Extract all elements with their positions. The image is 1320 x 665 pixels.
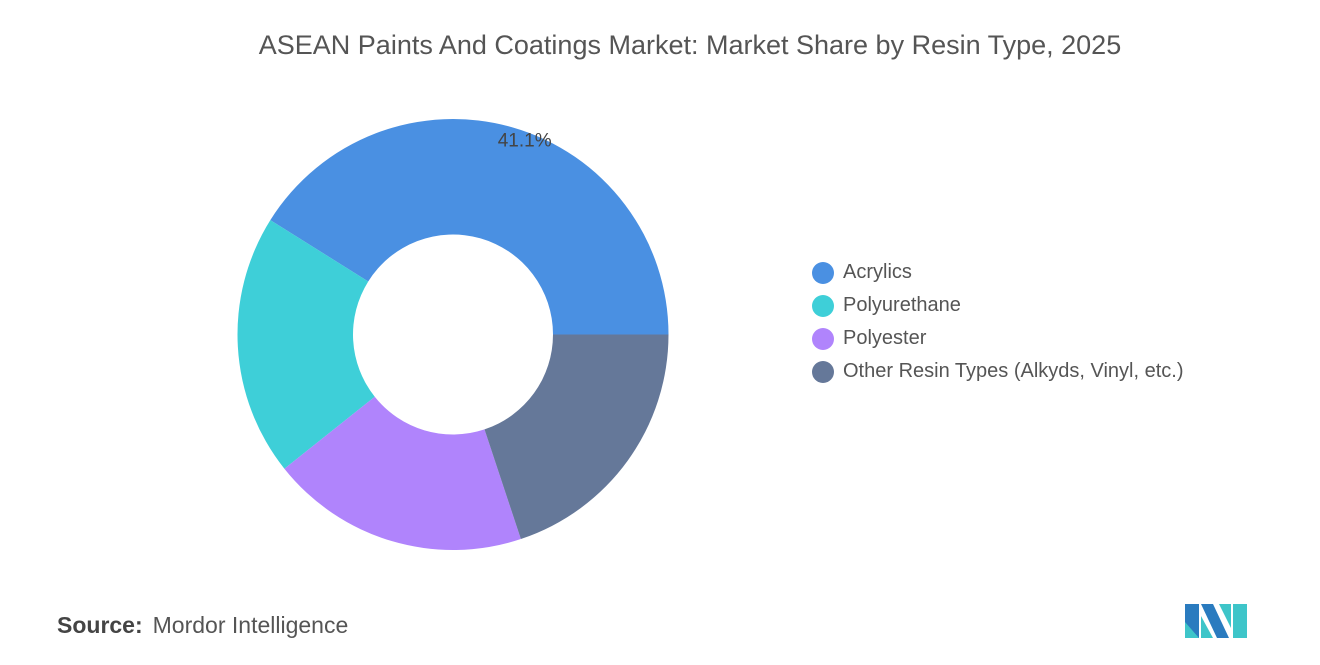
legend-item: Polyester (812, 322, 1184, 355)
source: Source: Mordor Intelligence (57, 612, 348, 639)
mordor-logo (1185, 604, 1247, 638)
slice-acrylics (270, 119, 669, 335)
data-label: 41.1% (498, 130, 552, 151)
legend-swatch (812, 327, 834, 350)
legend-item: Other Resin Types (Alkyds, Vinyl, etc.) (812, 355, 1184, 388)
slice-polyurethane (237, 220, 375, 469)
legend: Acrylics Polyurethane Polyester Other Resin… (812, 256, 1184, 388)
legend-label: Other Resin Types (Alkyds, Vinyl, etc.) (843, 360, 1184, 382)
source-label: Source: (57, 612, 143, 638)
legend-item: Polyurethane (812, 289, 1184, 322)
legend-label: Polyester (843, 327, 927, 349)
slice-other (484, 334, 669, 540)
legend-swatch (812, 294, 834, 317)
donut-chart: 41.1% (237, 119, 669, 550)
legend-swatch (812, 261, 834, 284)
legend-item: Acrylics (812, 256, 1184, 289)
slice-polyester (284, 396, 521, 550)
source-text: Mordor Intelligence (152, 612, 349, 638)
chart-title: ASEAN Paints And Coatings Market: Market… (258, 30, 1122, 60)
legend-swatch (812, 360, 834, 383)
legend-label: Polyurethane (843, 294, 961, 316)
legend-label: Acrylics (843, 261, 912, 283)
